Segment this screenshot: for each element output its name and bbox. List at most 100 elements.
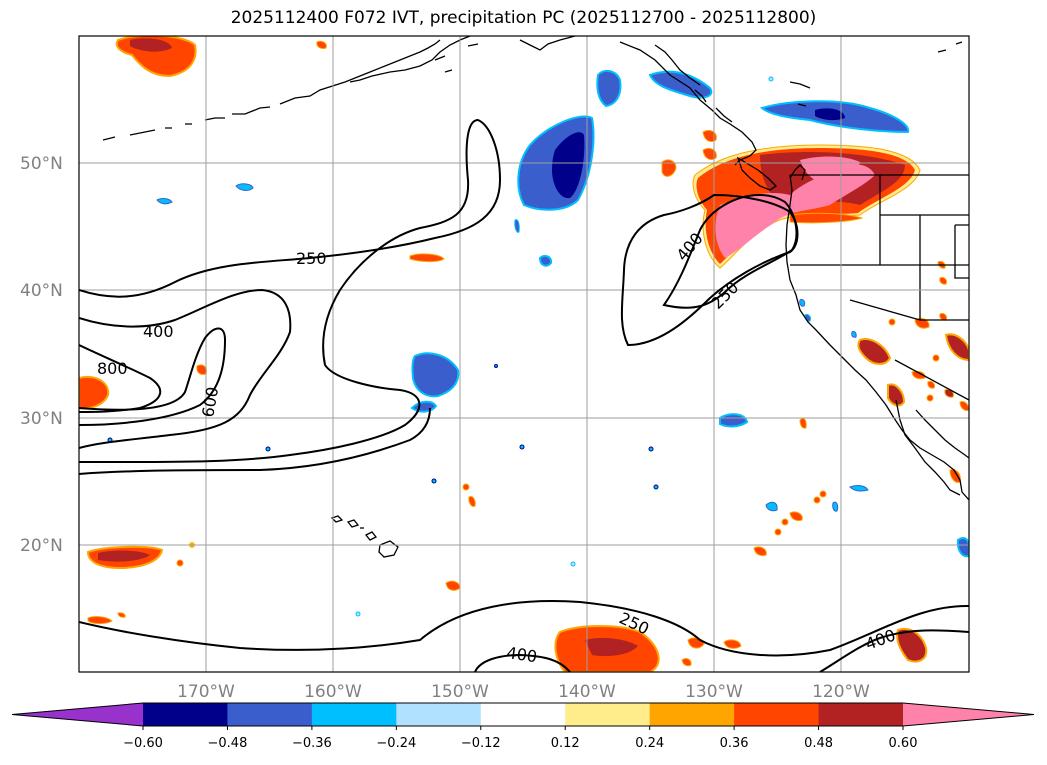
lon-label-150w: 150°W	[431, 682, 489, 702]
precip-spot-b2	[753, 546, 767, 557]
precip-spot-b3	[799, 417, 807, 429]
precip-neg-29n	[719, 413, 749, 428]
colorbar-segment	[649, 703, 735, 726]
precip-neg-24n	[849, 485, 869, 492]
precip-dot-b5	[819, 490, 827, 498]
coastline-se-alaska	[619, 41, 757, 166]
contour-se-400	[819, 629, 969, 672]
contour-250-main	[79, 118, 502, 463]
ivt-contours	[79, 118, 969, 672]
coastline-puget	[789, 164, 806, 181]
contour-south-400	[474, 653, 571, 672]
precip-spot-w2	[196, 364, 207, 375]
contour-south-250	[79, 600, 969, 657]
precip-neg-dot6	[494, 364, 498, 368]
colorbar-tick-label: 0.24	[635, 736, 664, 751]
lat-label-40n: 40°N	[20, 281, 63, 301]
coastlines	[102, 36, 969, 558]
coastline-kodiak	[519, 36, 576, 51]
precip-spot-s2	[468, 496, 476, 507]
precip-neg-36n	[851, 330, 857, 338]
precip-area-nw-pink2	[800, 156, 860, 185]
precip-neg-38n	[799, 299, 806, 307]
colorbar-tick-label: −0.60	[123, 736, 163, 751]
precip-area-south-dark	[585, 638, 638, 657]
precip-dot-b7	[774, 528, 782, 536]
precip-area-topleft-dark	[130, 38, 172, 52]
precip-neg-dot2	[648, 446, 654, 452]
precip-dot-c3	[926, 394, 934, 402]
precip-spot-s5	[681, 658, 692, 667]
coastline-baja	[895, 399, 961, 496]
precip-area-coast1	[857, 338, 892, 365]
longitude-labels: 170°W 160°W 150°W 140°W 130°W 120°W	[177, 682, 870, 702]
precip-spot-tl	[316, 40, 327, 49]
lon-label-120w: 120°W	[812, 682, 870, 702]
colorbar-segment	[396, 703, 482, 726]
contour-label-250-a: 250	[296, 249, 327, 268]
colorbar-segment	[311, 703, 397, 726]
precip-spot-coast5	[939, 313, 947, 321]
precip-neg-dot1	[519, 444, 525, 450]
precip-neg-48n	[235, 183, 254, 191]
precip-dot-c1	[888, 318, 896, 326]
island-north-1	[434, 43, 479, 73]
island-oahu	[346, 519, 360, 528]
map-background	[79, 36, 969, 672]
coastline-gulf	[915, 409, 969, 459]
precip-area-se	[896, 628, 928, 663]
precip-spot-s4	[723, 639, 742, 649]
precip-area-20n-dark	[98, 550, 150, 562]
lon-label-130w: 130°W	[685, 682, 743, 702]
precip-neg-ne-core	[815, 108, 845, 121]
precip-area-coast3	[944, 333, 969, 362]
precip-neg-main-core	[552, 132, 585, 199]
precip-neg-22n	[765, 501, 778, 512]
precip-spot-20n-3	[117, 612, 126, 618]
precip-spot-bc1	[661, 159, 677, 177]
precip-spot-43n	[409, 253, 445, 263]
colorbar-extend-low	[12, 703, 143, 726]
island-maui	[364, 531, 378, 541]
colorbar-segment	[565, 703, 651, 726]
precip-dot-b4	[813, 496, 821, 504]
lat-label-30n: 30°N	[20, 409, 63, 429]
colorbar-extend-high	[903, 703, 1034, 726]
colorbar-segment	[480, 703, 566, 726]
colorbar-tick-label: 0.48	[804, 736, 833, 751]
contour-600	[79, 327, 227, 426]
colorbar-segment	[818, 703, 904, 726]
lon-label-170w: 170°W	[177, 682, 235, 702]
map-title: 2025112400 F072 IVT, precipitation PC (2…	[230, 8, 817, 28]
coastline-vancouver-island	[736, 156, 778, 191]
precip-spot-coast6	[911, 370, 926, 380]
precip-area-nw-pink	[715, 164, 875, 258]
precip-neg-33n	[411, 352, 460, 398]
precip-area-coast2	[887, 383, 906, 407]
island-north-2	[789, 81, 811, 107]
lat-label-50n: 50°N	[20, 154, 63, 174]
precip-dot-3	[462, 483, 470, 491]
precip-spot-bc2	[702, 129, 717, 143]
precip-dot-c2	[932, 354, 940, 362]
precip-neg-23n	[832, 501, 839, 512]
precip-shading	[79, 36, 969, 672]
colorbar-tick-label: 0.12	[551, 736, 580, 751]
coastline-west-us	[785, 174, 969, 501]
latitude-labels: 50°N 40°N 30°N 20°N	[20, 154, 63, 556]
colorbar-segment	[734, 703, 820, 726]
precip-neg-dot4	[431, 478, 437, 484]
colorbar-segment	[143, 703, 228, 726]
contour-label-400-c: 400	[505, 643, 538, 666]
contour-label-400-a: 400	[143, 322, 174, 341]
colorbar: −0.60 −0.48 −0.36 −0.24 −0.12 0.12 0.24 0.36 0.4…	[11, 702, 1035, 751]
colorbar-tick-label: 0.36	[720, 736, 749, 751]
precip-area-nw-band	[789, 212, 864, 224]
map-border	[78, 35, 970, 673]
contour-label-800: 800	[97, 359, 128, 378]
precip-dot-b6	[781, 518, 789, 526]
precip-neg-19n	[956, 537, 969, 558]
island-north-3	[937, 41, 963, 53]
precip-neg-small-53n	[596, 69, 622, 108]
colorbar-tick-label: −0.12	[461, 736, 501, 751]
